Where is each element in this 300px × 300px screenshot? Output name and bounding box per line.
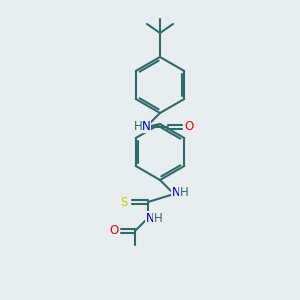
Text: H: H — [180, 187, 188, 200]
Text: N: N — [146, 212, 154, 224]
Text: N: N — [172, 187, 180, 200]
Text: S: S — [120, 196, 128, 208]
Text: N: N — [142, 119, 150, 133]
Text: O: O — [110, 224, 118, 238]
Text: H: H — [154, 212, 162, 224]
Text: H: H — [134, 119, 142, 133]
Text: O: O — [184, 121, 194, 134]
